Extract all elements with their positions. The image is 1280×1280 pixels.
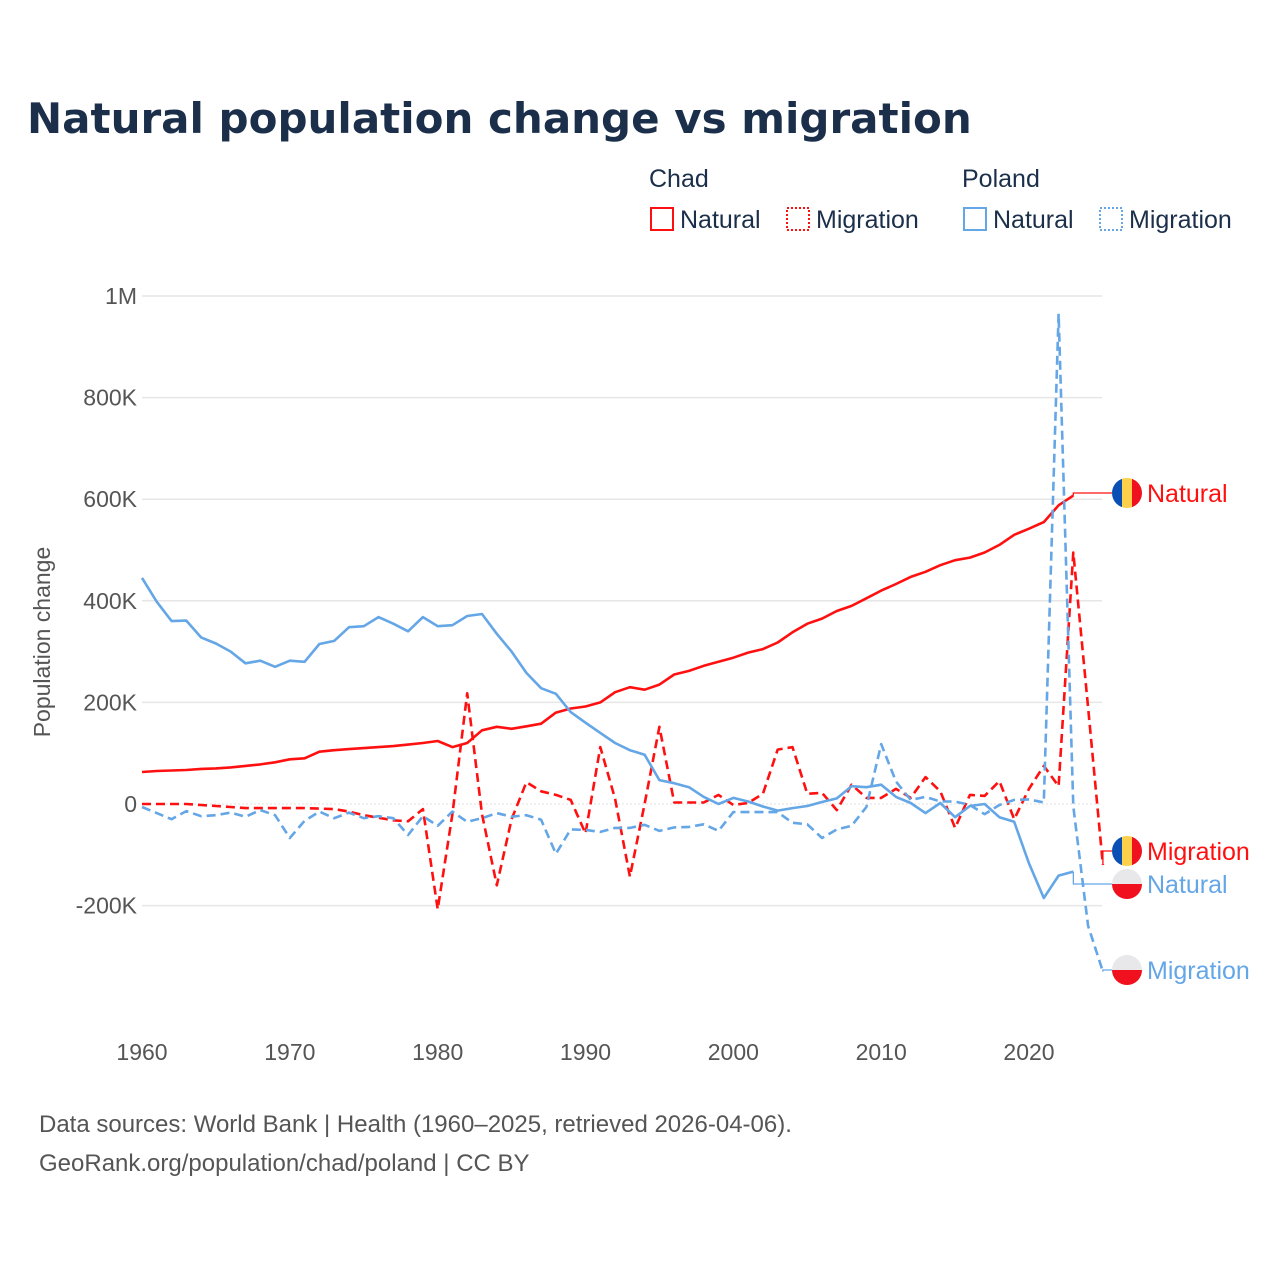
- y-tick-label: -200K: [76, 893, 138, 919]
- y-tick-label: 800K: [83, 385, 137, 411]
- y-axis-title: Population change: [29, 547, 55, 738]
- legend-group-poland: Poland: [962, 165, 1040, 193]
- x-tick-label: 1970: [264, 1039, 315, 1065]
- x-tick-label: 1980: [412, 1039, 463, 1065]
- series-lines: [140, 312, 1112, 973]
- footer-sources: Data sources: World Bank | Health (1960–…: [39, 1111, 792, 1138]
- y-axis: 1M 800K 600K 400K 200K 0 -200K: [76, 283, 138, 919]
- end-label-poland-natural: Natural: [1147, 871, 1228, 899]
- legend-group-chad: Chad: [649, 165, 709, 193]
- legend-item-chad-migration[interactable]: Migration: [816, 206, 919, 234]
- chart-title: Natural population change vs migration: [27, 94, 972, 143]
- legend-swatch-chad-migration: [786, 207, 810, 231]
- legend-item-chad-natural[interactable]: Natural: [680, 206, 761, 234]
- x-tick-label: 2020: [1003, 1039, 1054, 1065]
- grid: [142, 295, 1102, 907]
- label-connector: [1102, 969, 1112, 972]
- legend-swatch-chad-natural: [650, 207, 674, 231]
- y-tick-label: 400K: [83, 588, 137, 614]
- legend-item-poland-natural[interactable]: Natural: [993, 206, 1074, 234]
- label-connector: [1102, 850, 1112, 865]
- legend-item-poland-migration[interactable]: Migration: [1129, 206, 1232, 234]
- poland-flag-icon: [1112, 955, 1142, 985]
- end-labels: Natural Migration Natural Migration: [1112, 478, 1250, 985]
- legend-swatch-poland-natural: [963, 207, 987, 231]
- series-line-poland-migration: [141, 312, 1105, 973]
- x-tick-label: 1990: [560, 1039, 611, 1065]
- chad-flag-icon: [1112, 836, 1142, 866]
- series-line-chad-natural: [141, 494, 1075, 774]
- poland-flag-icon: [1112, 869, 1142, 899]
- x-tick-label: 2000: [708, 1039, 759, 1065]
- label-connector: [1072, 492, 1112, 496]
- label-connector: [1072, 871, 1112, 885]
- y-tick-label: 0: [124, 791, 137, 817]
- y-tick-label: 1M: [105, 283, 137, 309]
- end-label-poland-migration: Migration: [1147, 957, 1250, 985]
- footer-link[interactable]: GeoRank.org/population/chad/poland | CC …: [39, 1150, 530, 1177]
- x-tick-label: 1960: [116, 1039, 167, 1065]
- y-tick-label: 200K: [83, 689, 137, 715]
- legend: Chad Natural Migration Poland Natural Mi…: [649, 165, 1232, 234]
- x-tick-label: 2010: [856, 1039, 907, 1065]
- series-line-chad-migration: [142, 551, 1105, 911]
- chad-flag-icon: [1112, 478, 1142, 508]
- end-label-chad-natural: Natural: [1147, 480, 1228, 508]
- y-tick-label: 600K: [83, 486, 137, 512]
- series-line-poland-natural: [140, 577, 1074, 900]
- legend-swatch-poland-migration: [1099, 207, 1123, 231]
- x-axis: 1960 1970 1980 1990 2000 2010 2020: [116, 1039, 1054, 1065]
- end-label-chad-migration: Migration: [1147, 838, 1250, 866]
